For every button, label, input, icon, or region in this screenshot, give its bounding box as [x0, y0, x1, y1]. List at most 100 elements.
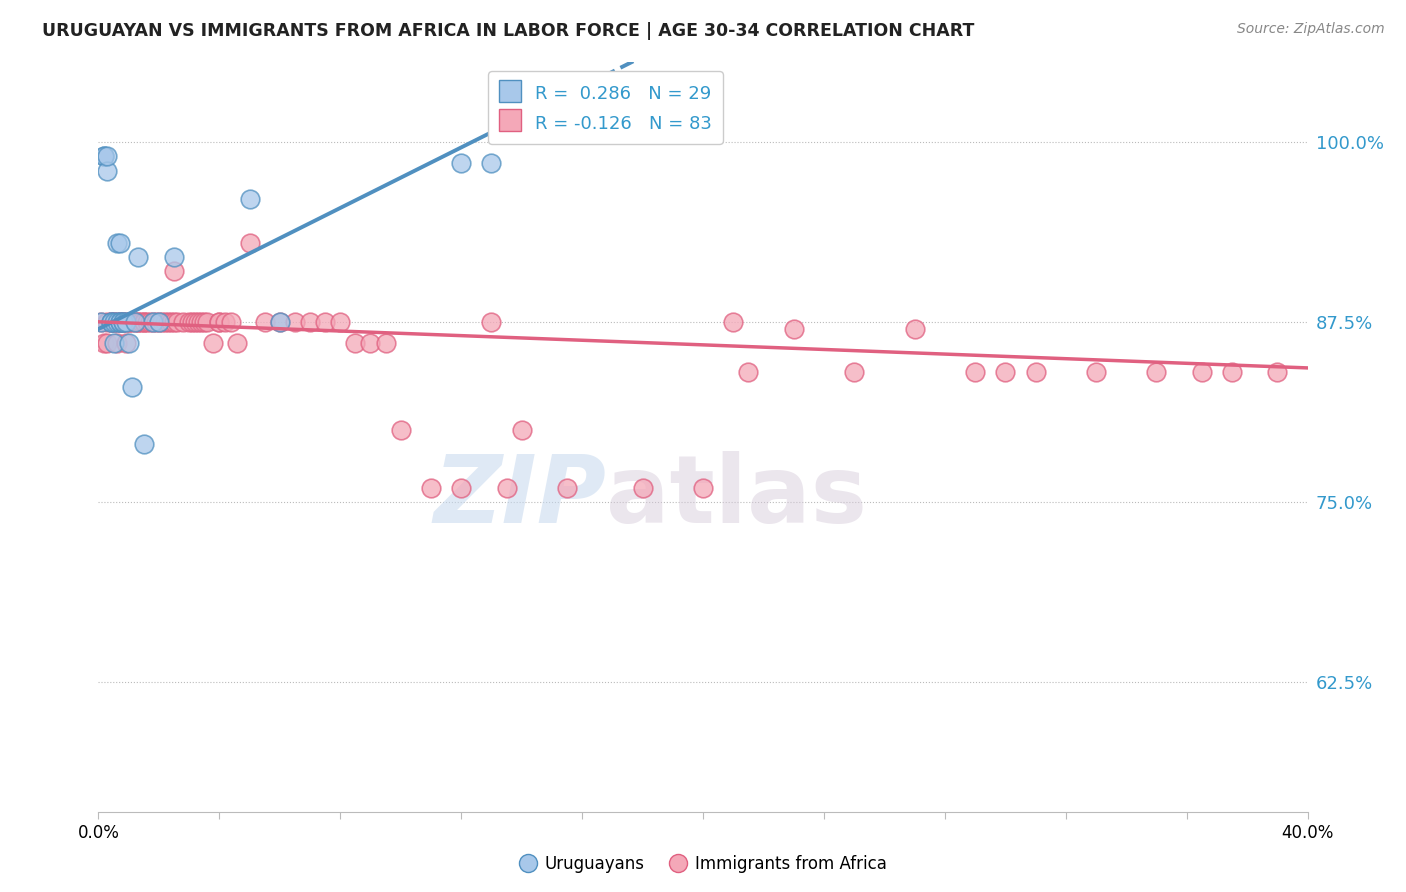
Point: [631, 481, 654, 495]
Point: [314, 315, 336, 329]
Point: [114, 315, 136, 329]
Point: [269, 315, 291, 329]
Point: [163, 250, 186, 264]
Point: [179, 315, 201, 329]
Point: [156, 315, 179, 329]
Point: [129, 315, 152, 329]
Point: [111, 315, 134, 329]
Point: [132, 315, 155, 329]
Point: [202, 336, 225, 351]
Point: [96, 315, 118, 329]
Point: [100, 315, 122, 329]
Legend: Uruguayans, Immigrants from Africa: Uruguayans, Immigrants from Africa: [513, 848, 893, 880]
Point: [450, 156, 472, 170]
Point: [90, 315, 112, 329]
Point: [737, 365, 759, 379]
Point: [103, 315, 125, 329]
Point: [360, 336, 382, 351]
Point: [904, 322, 927, 336]
Point: [103, 315, 125, 329]
Point: [450, 481, 472, 495]
Point: [783, 322, 806, 336]
Point: [153, 315, 176, 329]
Point: [142, 315, 165, 329]
Point: [1191, 365, 1213, 379]
Point: [127, 315, 149, 329]
Text: atlas: atlas: [606, 451, 868, 543]
Text: Source: ZipAtlas.com: Source: ZipAtlas.com: [1237, 22, 1385, 37]
Point: [124, 315, 146, 329]
Point: [96, 336, 118, 351]
Point: [132, 437, 155, 451]
Point: [844, 365, 866, 379]
Point: [111, 315, 134, 329]
Point: [90, 315, 112, 329]
Legend: R =  0.286   N = 29, R = -0.126   N = 83: R = 0.286 N = 29, R = -0.126 N = 83: [488, 71, 723, 144]
Point: [96, 163, 118, 178]
Point: [127, 315, 149, 329]
Point: [181, 315, 204, 329]
Point: [139, 315, 162, 329]
Point: [221, 315, 243, 329]
Point: [160, 315, 183, 329]
Point: [187, 315, 209, 329]
Point: [118, 315, 141, 329]
Point: [172, 315, 194, 329]
Point: [100, 315, 122, 329]
Point: [105, 315, 128, 329]
Point: [108, 315, 131, 329]
Point: [121, 379, 143, 393]
Point: [1144, 365, 1167, 379]
Point: [105, 315, 128, 329]
Point: [114, 315, 136, 329]
Point: [510, 423, 533, 437]
Point: [374, 336, 396, 351]
Point: [344, 336, 367, 351]
Point: [148, 315, 170, 329]
Point: [124, 315, 146, 329]
Point: [163, 264, 186, 278]
Point: [100, 315, 122, 329]
Text: URUGUAYAN VS IMMIGRANTS FROM AFRICA IN LABOR FORCE | AGE 30-34 CORRELATION CHART: URUGUAYAN VS IMMIGRANTS FROM AFRICA IN L…: [42, 22, 974, 40]
Point: [93, 149, 115, 163]
Point: [132, 315, 155, 329]
Point: [145, 315, 167, 329]
Point: [163, 315, 186, 329]
Point: [692, 481, 714, 495]
Point: [93, 336, 115, 351]
Point: [994, 365, 1017, 379]
Point: [142, 315, 165, 329]
Point: [1085, 365, 1108, 379]
Point: [118, 336, 141, 351]
Point: [208, 315, 231, 329]
Point: [208, 315, 231, 329]
Point: [114, 336, 136, 351]
Point: [108, 235, 131, 250]
Point: [253, 315, 276, 329]
Point: [389, 423, 412, 437]
Point: [226, 336, 249, 351]
Point: [284, 315, 307, 329]
Point: [96, 149, 118, 163]
Point: [239, 192, 262, 206]
Point: [108, 315, 131, 329]
Text: ZIP: ZIP: [433, 451, 606, 543]
Point: [93, 149, 115, 163]
Point: [111, 315, 134, 329]
Point: [108, 315, 131, 329]
Point: [195, 315, 218, 329]
Point: [100, 315, 122, 329]
Point: [555, 481, 578, 495]
Point: [193, 315, 215, 329]
Point: [111, 315, 134, 329]
Point: [239, 235, 262, 250]
Point: [269, 315, 291, 329]
Point: [190, 315, 212, 329]
Point: [148, 315, 170, 329]
Point: [135, 315, 157, 329]
Point: [1220, 365, 1243, 379]
Point: [108, 315, 131, 329]
Point: [103, 336, 125, 351]
Point: [166, 315, 188, 329]
Point: [329, 315, 352, 329]
